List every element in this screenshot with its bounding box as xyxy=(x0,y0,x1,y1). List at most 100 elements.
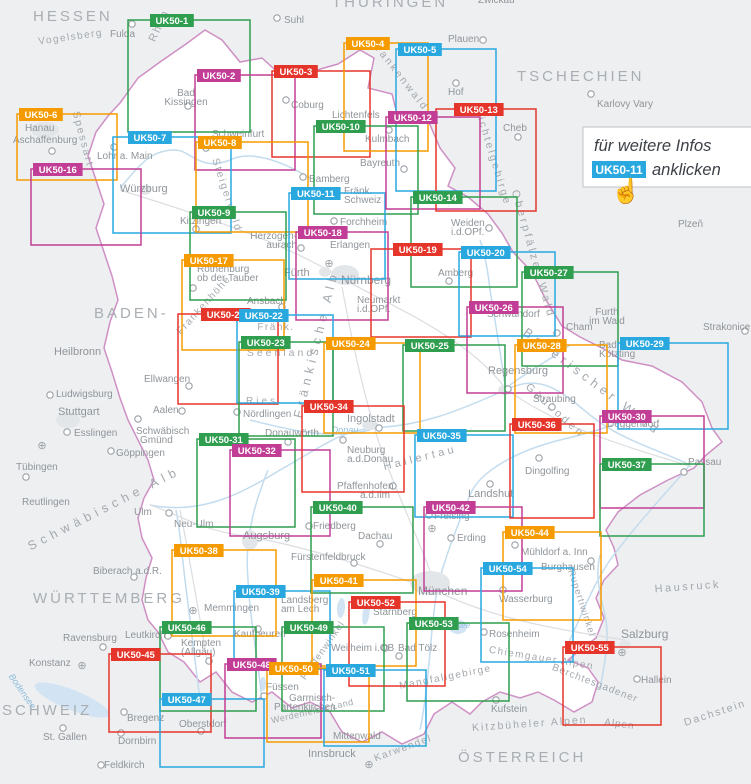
sheet-label-UK50-28[interactable]: UK50-28 xyxy=(517,339,567,352)
sheet-label-UK50-46[interactable]: UK50-46 xyxy=(162,621,212,634)
sheet-label-UK50-36[interactable]: UK50-36 xyxy=(512,418,562,431)
city-label: (Allgäu) xyxy=(181,647,215,658)
sheet-label-UK50-22[interactable]: UK50-22 xyxy=(239,309,289,322)
city-label: Tübingen xyxy=(16,462,58,473)
city-label: Pfaffenhofen xyxy=(337,481,394,492)
airport-icon: ⊕ xyxy=(77,660,86,672)
city-label: Rosenheim xyxy=(489,629,540,640)
city-marker xyxy=(452,79,460,87)
info-box-link-chip[interactable]: UK50-11 xyxy=(592,161,646,178)
sheet-label-UK50-52[interactable]: UK50-52 xyxy=(351,596,401,609)
sheet-label-UK50-37[interactable]: UK50-37 xyxy=(602,458,652,471)
sheet-label-text: UK50-41 xyxy=(320,576,359,587)
sheet-label-UK50-38[interactable]: UK50-38 xyxy=(174,544,224,557)
city-marker xyxy=(511,541,519,549)
sheet-label-UK50-53[interactable]: UK50-53 xyxy=(409,617,459,630)
sheet-label-UK50-6[interactable]: UK50-6 xyxy=(19,108,63,121)
sheet-label-UK50-16[interactable]: UK50-16 xyxy=(33,163,83,176)
sheet-label-UK50-39[interactable]: UK50-39 xyxy=(236,585,286,598)
city-marker xyxy=(633,675,641,683)
sheet-label-UK50-29[interactable]: UK50-29 xyxy=(620,337,670,350)
airport-icon: ⊕ xyxy=(617,647,626,659)
sheet-label-UK50-55[interactable]: UK50-55 xyxy=(565,641,615,654)
sheet-label-UK50-31[interactable]: UK50-31 xyxy=(199,433,249,446)
sheet-label-UK50-11[interactable]: UK50-11 xyxy=(291,187,341,200)
sheet-label-UK50-42[interactable]: UK50-42 xyxy=(426,501,476,514)
city-label: Cheb xyxy=(503,123,527,134)
sheet-label-UK50-23[interactable]: UK50-23 xyxy=(241,336,291,349)
sheet-label-UK50-4[interactable]: UK50-4 xyxy=(346,37,390,50)
sheet-label-UK50-13[interactable]: UK50-13 xyxy=(454,103,504,116)
sheet-label-UK50-40[interactable]: UK50-40 xyxy=(313,501,363,514)
sheet-label-text: UK50-28 xyxy=(523,341,561,352)
city-label: ob der Tauber xyxy=(197,273,259,284)
sheet-label-UK50-51[interactable]: UK50-51 xyxy=(326,664,376,677)
city-label: Fürstenfeldbruck xyxy=(291,552,366,563)
city-marker xyxy=(97,761,105,769)
sheet-outline-UK50-29 xyxy=(617,342,729,430)
city-label: Landshut xyxy=(468,488,513,500)
city-marker xyxy=(189,284,197,292)
city-label: Fulda xyxy=(110,29,135,40)
sheet-label-UK50-5[interactable]: UK50-5 xyxy=(398,43,442,56)
sheet-label-UK50-48[interactable]: UK50-48 xyxy=(227,658,277,671)
sheet-label-text: UK50-27 xyxy=(530,268,568,279)
region-labels: HESSEN THÜRINGEN TSCHECHIEN BADEN- WÜRTTEMBE… xyxy=(2,0,642,766)
sheet-label-UK50-21[interactable]: UK50-21 xyxy=(201,308,251,321)
city-label: Karlovy Vary xyxy=(597,99,653,110)
city-label: i.d.OPf. xyxy=(451,227,484,238)
sheet-label-UK50-1[interactable]: UK50-1 xyxy=(150,14,194,27)
sheet-label-text: UK50-12 xyxy=(394,113,432,124)
sheet-label-UK50-7[interactable]: UK50-7 xyxy=(128,131,172,144)
landscape-label: Ries xyxy=(246,396,278,407)
city-marker xyxy=(492,696,500,704)
info-box-link-label: UK50-11 xyxy=(595,163,643,177)
sheet-label-text: UK50-11 xyxy=(297,189,335,200)
sheet-label-UK50-47[interactable]: UK50-47 xyxy=(162,693,212,706)
sheet-label-UK50-45[interactable]: UK50-45 xyxy=(111,648,161,661)
city-label: Starnberg xyxy=(373,607,417,618)
city-label: Ansbach xyxy=(247,296,286,307)
city-label: Göppingen xyxy=(116,448,165,459)
sheet-label-text: UK50-24 xyxy=(332,339,371,350)
sheet-label-UK50-27[interactable]: UK50-27 xyxy=(524,266,574,279)
city-label: Forchheim xyxy=(340,217,387,228)
sheet-label-UK50-14[interactable]: UK50-14 xyxy=(413,191,463,204)
city-label: Suhl xyxy=(284,15,304,26)
sheet-label-UK50-8[interactable]: UK50-8 xyxy=(198,136,242,149)
city-label: Kötzting xyxy=(599,349,635,360)
sheet-label-UK50-44[interactable]: UK50-44 xyxy=(505,526,555,539)
sheet-label-UK50-20[interactable]: UK50-20 xyxy=(461,246,511,259)
sheet-label-UK50-19[interactable]: UK50-19 xyxy=(393,243,443,256)
sheet-label-UK50-49[interactable]: UK50-49 xyxy=(284,621,334,634)
sheet-label-UK50-26[interactable]: UK50-26 xyxy=(469,301,519,314)
sheet-label-UK50-54[interactable]: UK50-54 xyxy=(483,562,533,575)
sheet-label-UK50-3[interactable]: UK50-3 xyxy=(274,65,318,78)
sheet-label-text: UK50-6 xyxy=(25,110,58,121)
sheet-label-UK50-34[interactable]: UK50-34 xyxy=(304,400,354,413)
sheet-label-text: UK50-38 xyxy=(180,546,218,557)
sheet-label-UK50-50[interactable]: UK50-50 xyxy=(269,662,319,675)
sheet-label-text: UK50-16 xyxy=(39,165,77,176)
sheet-label-text: UK50-37 xyxy=(608,460,646,471)
sheet-label-UK50-17[interactable]: UK50-17 xyxy=(184,254,234,267)
sheet-label-UK50-25[interactable]: UK50-25 xyxy=(405,339,455,352)
city-label: Ellwangen xyxy=(144,374,190,385)
sheet-label-text: UK50-51 xyxy=(332,666,371,677)
sheet-label-UK50-35[interactable]: UK50-35 xyxy=(417,429,467,442)
region-label: THÜRINGEN xyxy=(332,0,448,11)
sheet-label-UK50-2[interactable]: UK50-2 xyxy=(197,69,241,82)
region-label: SCHWEIZ xyxy=(2,702,92,719)
sheet-label-UK50-10[interactable]: UK50-10 xyxy=(316,120,366,133)
sheet-label-UK50-41[interactable]: UK50-41 xyxy=(314,574,364,587)
sheet-label-UK50-9[interactable]: UK50-9 xyxy=(192,206,236,219)
sheet-label-UK50-12[interactable]: UK50-12 xyxy=(388,111,438,124)
sheet-label-UK50-32[interactable]: UK50-32 xyxy=(232,444,282,457)
city-marker xyxy=(273,14,281,22)
sheet-label-UK50-18[interactable]: UK50-18 xyxy=(298,226,348,239)
sheet-label-UK50-30[interactable]: UK50-30 xyxy=(602,410,652,423)
city-marker xyxy=(184,102,192,110)
region-label: HESSEN xyxy=(33,8,113,25)
city-marker xyxy=(587,90,595,98)
sheet-label-UK50-24[interactable]: UK50-24 xyxy=(326,337,376,350)
